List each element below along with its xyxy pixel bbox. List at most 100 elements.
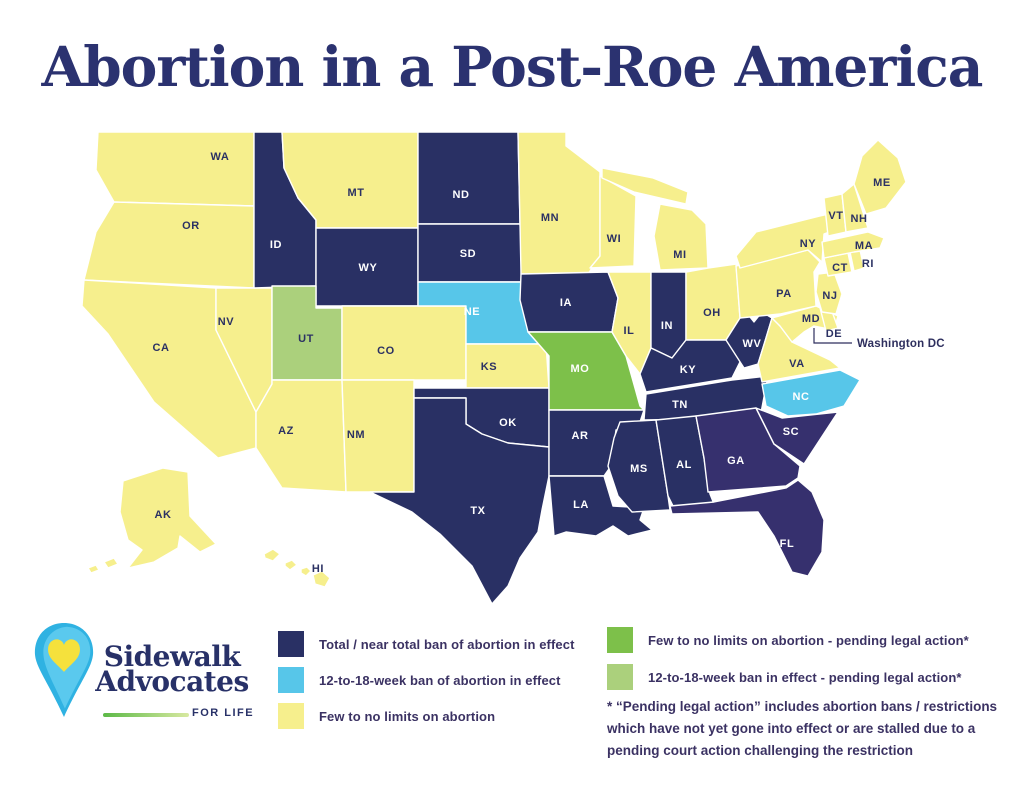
state-label-CO: CO [377, 345, 395, 357]
state-label-KS: KS [481, 361, 497, 373]
state-label-WY: WY [359, 262, 378, 274]
dc-callout: Washington DC [813, 328, 945, 350]
legend-label: Few to no limits on abortion - pending l… [648, 632, 969, 648]
state-WA [95, 131, 255, 207]
state-label-AZ: AZ [278, 425, 294, 437]
state-label-IN: IN [661, 320, 673, 332]
state-label-AK: AK [154, 509, 171, 521]
legend-swatch-12-18-ban [278, 667, 304, 693]
state-label-IA: IA [560, 297, 572, 309]
state-label-OH: OH [703, 307, 721, 319]
state-CO [341, 305, 467, 381]
legend-swatch-pending-few-limits [607, 627, 633, 653]
logo-line1: Sidewalk [103, 640, 241, 673]
state-label-AR: AR [571, 430, 588, 442]
state-ME [853, 139, 907, 215]
state-label-WV: WV [743, 338, 762, 350]
state-label-NY: NY [800, 238, 817, 250]
state-label-MN: MN [541, 212, 559, 224]
state-label-PA: PA [776, 288, 792, 300]
state-label-SC: SC [783, 426, 799, 438]
state-MA [821, 231, 885, 259]
state-SC [755, 407, 839, 465]
legend-row: 12-to-18-week ban in effect - pending le… [607, 664, 969, 690]
state-label-MA: MA [855, 240, 873, 252]
state-ND [417, 131, 521, 225]
legend-left: Total / near total ban of abortion in ef… [278, 631, 575, 739]
dc-label: Washington DC [857, 338, 945, 350]
state-KS [465, 343, 550, 389]
state-label-KY: KY [680, 364, 697, 376]
state-label-AL: AL [676, 459, 692, 471]
state-label-TN: TN [672, 399, 688, 411]
us-map: Washington DC WA OR CA NV ID MT WY UT CO AZ NM ND SD… [68, 116, 980, 618]
logo-underline [103, 713, 189, 717]
state-label-CA: CA [152, 342, 169, 354]
legend-swatch-few-limits [278, 703, 304, 729]
state-label-NJ: NJ [822, 290, 837, 302]
legend-label: Total / near total ban of abortion in ef… [319, 636, 575, 652]
legend-row: Total / near total ban of abortion in ef… [278, 631, 575, 657]
state-label-NE: NE [464, 306, 480, 318]
state-label-NV: NV [218, 316, 235, 328]
logo-wordmark: Sidewalk Advocates [93, 640, 251, 698]
state-label-UT: UT [298, 333, 314, 345]
legend-label: 12-to-18-week ban of abortion in effect [319, 672, 561, 688]
state-label-ND: ND [452, 189, 469, 201]
state-label-NM: NM [347, 429, 365, 441]
state-WI [589, 175, 637, 269]
dc-callout-line [813, 328, 852, 344]
state-OH [685, 263, 741, 341]
us-map-svg: Washington DC WA OR CA NV ID MT WY UT CO AZ NM ND SD… [81, 131, 945, 605]
logo-pin-icon [34, 623, 94, 717]
legend-label: Few to no limits on abortion [319, 708, 496, 724]
logo-tagline: FOR LIFE [192, 707, 255, 719]
legend-swatch-total-ban [278, 631, 304, 657]
state-label-MT: MT [347, 187, 364, 199]
state-label-HI: HI [312, 563, 324, 575]
logo-line2: Advocates [95, 665, 249, 698]
legend-swatch-pending-12-18 [607, 664, 633, 690]
state-NC [761, 369, 861, 417]
state-NH [841, 183, 869, 233]
state-OR [83, 201, 255, 289]
state-FL [669, 479, 825, 577]
state-label-WI: WI [607, 233, 622, 245]
legend-row: 12-to-18-week ban of abortion in effect [278, 667, 575, 693]
legend-label: 12-to-18-week ban in effect - pending le… [648, 669, 962, 685]
state-label-MD: MD [802, 313, 820, 325]
state-label-ID: ID [270, 239, 282, 251]
state-LA [548, 475, 653, 537]
legend-row: Few to no limits on abortion [278, 703, 575, 729]
state-label-OR: OR [182, 220, 200, 232]
state-label-WA: WA [211, 151, 230, 163]
state-label-NC: NC [792, 391, 809, 403]
state-IN [650, 271, 687, 359]
state-label-NH: NH [850, 213, 867, 225]
state-label-CT: CT [832, 262, 848, 274]
legend-right: Few to no limits on abortion - pending l… [607, 627, 969, 701]
state-label-ME: ME [873, 177, 891, 189]
state-label-MO: MO [571, 363, 590, 375]
state-AK [87, 467, 217, 574]
legend-row: Few to no limits on abortion - pending l… [607, 627, 969, 653]
state-label-VA: VA [789, 358, 805, 370]
heart-icon [48, 639, 80, 672]
state-label-GA: GA [727, 455, 745, 467]
state-label-OK: OK [499, 417, 517, 429]
state-MN [517, 131, 601, 275]
state-label-DE: DE [826, 328, 842, 340]
state-label-IL: IL [624, 325, 635, 337]
state-label-LA: LA [573, 499, 589, 511]
state-TX [369, 397, 550, 605]
legend-footnote: * “Pending legal action” includes aborti… [607, 699, 998, 758]
state-label-SD: SD [460, 248, 476, 260]
state-label-FL: FL [780, 538, 795, 550]
page-title: Abortion in a Post-Roe America [41, 34, 984, 99]
state-HI [263, 548, 331, 588]
state-label-TX: TX [470, 505, 485, 517]
state-label-MS: MS [630, 463, 648, 475]
state-label-RI: RI [862, 258, 874, 270]
state-label-VT: VT [828, 210, 843, 222]
